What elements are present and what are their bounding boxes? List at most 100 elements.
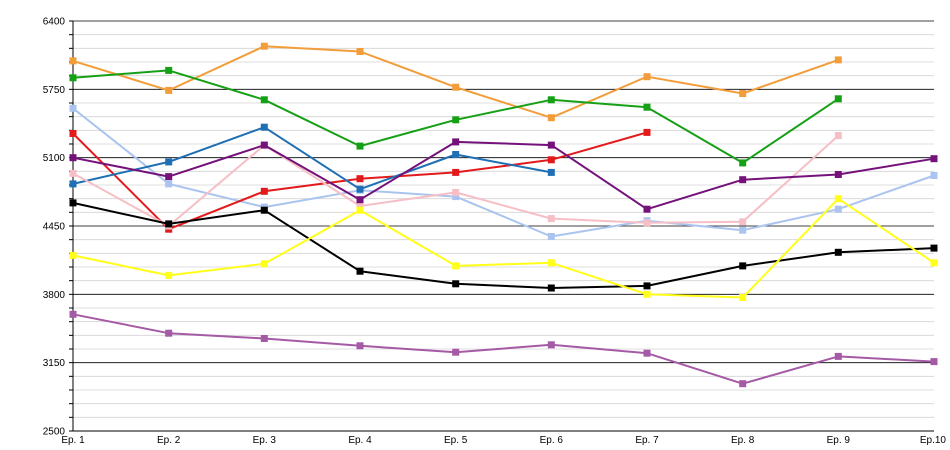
data-point [930,244,938,252]
data-point [356,202,364,210]
x-tick-label: Ep. 8 [731,435,755,446]
y-tick-label: 3800 [43,290,66,301]
data-point [165,220,173,228]
data-point [547,215,555,223]
y-tick-label: 6400 [43,17,66,28]
series-1 [69,42,842,122]
series-2 [69,66,842,167]
data-point [452,151,460,158]
data-point [260,42,268,50]
data-point [547,259,555,267]
data-point [834,248,842,256]
data-point [643,219,651,227]
data-point [260,335,268,342]
series-7 [69,138,938,213]
x-tick-label: Ep. 5 [444,435,468,446]
x-tick-label: Ep. 2 [157,435,181,446]
y-tick-label: 3150 [43,358,66,369]
data-point [452,116,460,124]
y-tick-label: 5100 [43,153,66,164]
series-group [69,42,938,388]
data-point [165,271,173,279]
data-point [69,74,77,82]
data-point [69,104,77,112]
series-line [72,45,839,119]
series-9 [69,195,938,301]
data-point [834,205,842,213]
series-6 [69,132,842,230]
data-point [643,205,651,213]
data-point [69,199,77,207]
data-point [547,156,555,164]
data-point [69,130,77,137]
x-tick-label: Ep. 9 [827,435,851,446]
data-point [834,132,842,140]
series-line [72,126,552,191]
data-point [260,96,268,104]
x-tick-labels: Ep. 1 Ep. 2 Ep. 3 Ep. 4 Ep. 5 Ep. 6 Ep. 7 Ep. 8… [61,435,946,446]
series-line [72,197,935,299]
data-point [165,86,173,94]
data-point [739,176,747,184]
y-tick-labels: 2500 3150 3800 4450 5100 5750 6400 [43,17,66,438]
y-tick-label: 2500 [43,427,66,438]
data-point [643,128,651,136]
data-point [834,171,842,178]
data-point [739,380,747,388]
data-point [165,180,173,188]
data-point [547,341,555,349]
data-point [452,348,460,356]
series-line [72,313,935,385]
data-point [356,206,364,214]
data-point [547,114,555,122]
x-tick-label: Ep. 6 [540,435,564,446]
data-point [739,294,747,301]
data-point [547,168,555,176]
series-line [72,140,935,211]
x-tick-label: Ep. 3 [253,435,277,446]
data-point [739,262,747,270]
data-point [165,173,173,181]
data-point [260,260,268,268]
data-point [547,141,555,149]
data-point [643,73,651,81]
series-line [72,107,935,238]
data-point [69,169,77,177]
data-point [547,96,555,104]
y-tick-label: 5750 [43,85,66,96]
data-point [356,175,364,183]
data-point [643,282,651,290]
x-tick-label: Ep. 1 [61,435,85,446]
x-tick-label: Ep. 4 [348,435,372,446]
data-point [930,358,938,366]
data-point [643,103,651,111]
data-point [834,56,842,64]
data-point [165,66,173,74]
data-point [930,259,938,267]
data-point [834,352,842,360]
data-point [69,251,77,259]
data-point [739,218,747,226]
data-point [643,349,651,357]
data-point [452,138,460,146]
data-point [930,172,938,179]
data-point [356,48,364,55]
data-point [69,154,77,162]
data-point [643,290,651,298]
data-point [547,284,555,292]
gridlines [73,20,934,418]
data-point [452,188,460,196]
series-5 [69,123,555,193]
series-8 [69,199,938,292]
data-point [452,262,460,270]
x-tick-label: Ep.10 [920,435,947,446]
data-point [260,206,268,214]
y-tick-label: 4450 [43,222,66,233]
data-point [739,159,747,167]
series-line [72,201,935,289]
data-point [452,83,460,91]
data-point [356,267,364,275]
data-point [452,193,460,201]
data-point [834,95,842,103]
